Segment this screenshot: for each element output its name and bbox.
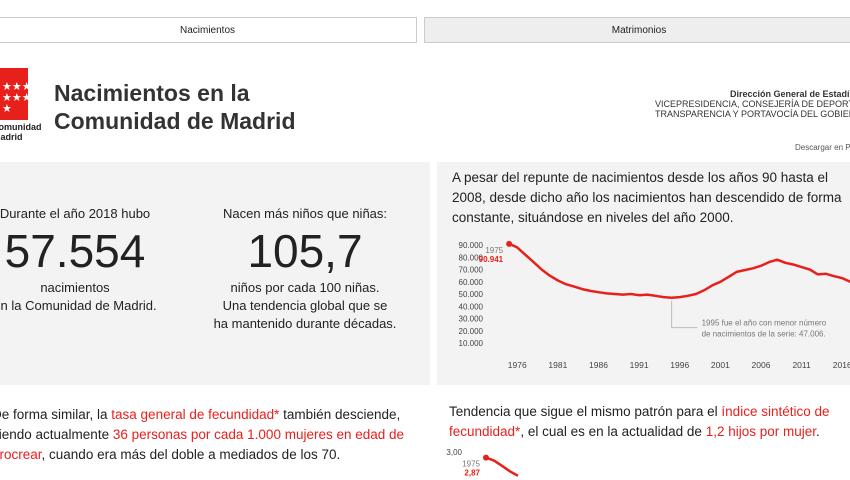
stat-line: nacimientos (40, 280, 110, 295)
y-tick-label: 30.000 (459, 315, 484, 324)
y-tick-label: 50.000 (459, 290, 484, 299)
y-tick-label: 60.000 (459, 278, 484, 287)
org: Dirección General de Estadística VICEPRE… (655, 89, 850, 119)
x-tick-label: 1976 (508, 360, 527, 370)
text-segment: , el cual es en la actualidad de (520, 424, 706, 439)
text-segment: De forma similar, la (0, 407, 112, 422)
stat-intro: Durante el año 2018 hubo (0, 206, 151, 221)
logo-stars: ★★★ ★★★ ★ (2, 81, 32, 115)
x-tick-label: 2006 (752, 360, 771, 370)
y-tick-label: 3,00 (446, 448, 462, 457)
x-tick-label: 2001 (711, 360, 730, 370)
x-tick-label: 2016 (833, 360, 850, 370)
annotation: 1995 fue el año con menor número (702, 319, 827, 328)
org-line: TRANSPARENCIA Y PORTAVOCÍA DEL GOBIERNO (655, 109, 850, 119)
point-year: 1975 (485, 246, 503, 255)
x-tick-label: 2011 (792, 360, 811, 370)
x-tick-label: 1996 (670, 360, 689, 370)
text-segment: 36 personas por cada 1.000 mujeres en ed… (0, 427, 405, 462)
stat-line: niños por cada 100 niñas. (230, 280, 380, 295)
stat: Durante el año 2018 hubo 57.554 nacimien… (0, 205, 190, 315)
stat-line: ha mantenido durante décadas. (213, 316, 397, 331)
logo-line: Comunidad (0, 122, 42, 132)
isf-text: Tendencia que sigue el mismo patrón para… (449, 402, 839, 442)
panel (0, 162, 430, 385)
title: Nacimientos en la Comunidad de Madrid (54, 79, 296, 135)
text-segment: tasa general de fecundidad* (111, 407, 280, 422)
stat: Nacen más niños que niñas: 105,7 niños p… (190, 205, 420, 333)
text-segment: Tendencia que sigue el mismo patrón para… (449, 404, 722, 419)
text-segment: también desciende, siendo actualmente (0, 407, 401, 442)
y-tick-label: 10.000 (459, 339, 484, 348)
point (506, 240, 513, 247)
logo-text: Comunidad de Madrid (0, 122, 42, 142)
point-year: 1975 (462, 460, 480, 469)
point (483, 454, 489, 461)
fert-text: De forma similar, la tasa general de fec… (0, 405, 417, 465)
org-line: VICEPRESIDENCIA, CONSEJERÍA DE DEPORTES, (655, 99, 850, 109)
annotation: de nacimientos de la serie: 47.006. (702, 330, 826, 339)
title-line: Nacimientos en la (54, 80, 250, 106)
y-tick-label: 40.000 (459, 302, 484, 311)
y-tick-label: 70.000 (459, 266, 484, 275)
line (485, 456, 519, 477)
panel (437, 162, 850, 385)
logo: ★★★ ★★★ ★ (0, 68, 32, 120)
stat-intro: Nacen más niños que niñas: (222, 206, 388, 221)
tab[interactable]: Matrimonios (424, 17, 850, 43)
stat-line: en la Comunidad de Madrid. (0, 298, 157, 313)
title-line: Comunidad de Madrid (54, 108, 296, 134)
value-label: 2,87 (464, 469, 480, 478)
download[interactable]: Descargar en PDF (795, 143, 850, 152)
org-line: Dirección General de Estadística (730, 89, 850, 99)
text-segment: . (816, 424, 820, 439)
x-tick-label: 1981 (548, 360, 567, 370)
y-tick-label: 20.000 (459, 327, 484, 336)
text-segment: 1,2 hijos por mujer (705, 424, 816, 439)
line (508, 242, 850, 299)
logo-line: de Madrid (0, 132, 23, 142)
stat-value: 57.554 (4, 225, 146, 277)
value-label: 90.941 (479, 255, 504, 264)
text-segment: , cuando era más del doble a mediados de… (41, 447, 341, 462)
stat-value: 105,7 (247, 225, 363, 277)
text-segment: índice sintético de fecundidad* (449, 404, 830, 439)
x-tick-label: 1991 (630, 360, 649, 370)
y-tick-label: 80.000 (459, 253, 484, 262)
tab[interactable]: Nacimientos (0, 17, 417, 43)
x-tick-label: 1986 (589, 360, 608, 370)
stat-line: Una tendencia global que se (222, 298, 388, 313)
y-tick-label: 90.000 (459, 241, 484, 250)
births-text: A pesar del repunte de nacimientos desde… (452, 170, 842, 225)
